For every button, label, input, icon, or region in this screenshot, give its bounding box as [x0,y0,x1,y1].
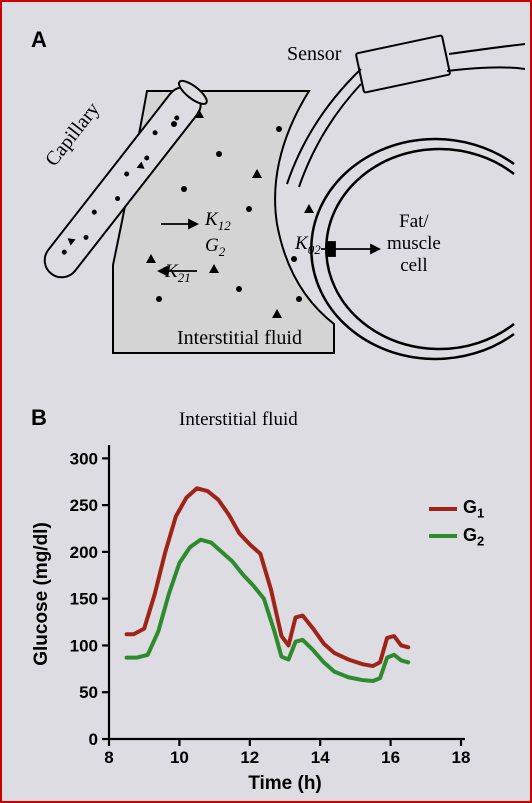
fat-muscle-label: Fat/ muscle cell [387,211,441,277]
svg-text:Glucose (mg/dl): Glucose (mg/dl) [31,522,52,666]
svg-text:18: 18 [452,748,471,767]
svg-text:100: 100 [70,636,98,655]
svg-text:10: 10 [170,748,189,767]
k12-label: K12 [205,209,231,234]
svg-text:14: 14 [311,748,330,767]
g2-label: G2 [205,235,225,260]
svg-text:0: 0 [89,730,98,749]
panel-a-diagram [9,9,525,369]
k21-label: K21 [165,261,191,286]
legend-g2-swatch [429,534,457,538]
svg-text:300: 300 [70,449,98,468]
svg-text:200: 200 [70,543,98,562]
svg-text:50: 50 [79,683,98,702]
legend-g1: G1 [429,497,484,521]
legend-g2: G2 [429,525,484,549]
svg-text:12: 12 [240,748,259,767]
k02-label: K02 [295,233,321,258]
svg-text:250: 250 [70,496,98,515]
figure-inner: A [9,9,523,794]
svg-text:8: 8 [104,748,113,767]
chart-legend: G1 G2 [429,497,484,552]
legend-g1-swatch [429,507,457,511]
figure-container: A [0,0,532,803]
svg-text:150: 150 [70,590,98,609]
glucose-chart: 0 50 100 150 200 250 300 8 10 12 14 16 18 Time (h) Glu… [9,399,525,799]
sensor-label: Sensor [287,43,341,66]
interstitial-label: Interstitial fluid [177,327,302,350]
svg-text:Time (h): Time (h) [248,773,322,794]
svg-text:16: 16 [381,748,400,767]
